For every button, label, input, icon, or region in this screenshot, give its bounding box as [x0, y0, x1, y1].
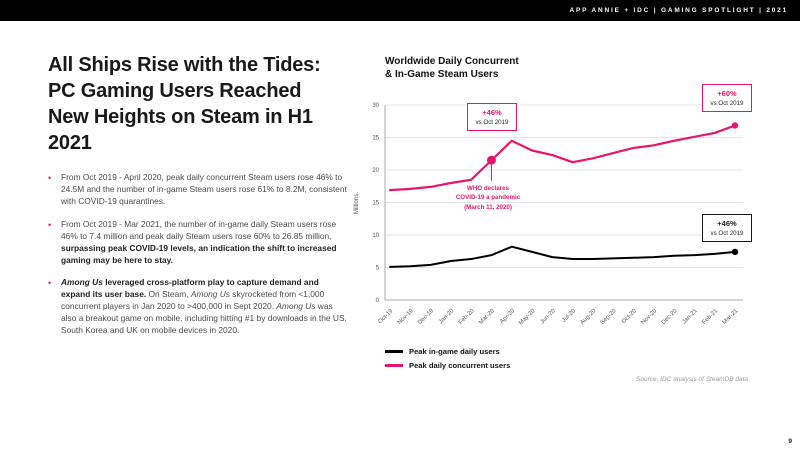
callout-ingame-growth: +46% vs Oct 2019: [702, 214, 752, 242]
legend-swatch-concurrent: [385, 364, 403, 367]
y-tick-label: 5: [376, 266, 380, 272]
y-tick-label: 15: [372, 201, 379, 207]
y-tick-label: 20: [372, 168, 379, 174]
page-number: 9: [788, 438, 792, 445]
bullet-text-segment: skyrocketed from <1,000 concurrent playe…: [61, 289, 325, 312]
source-note: Source: IDC analysis of SteamDB data: [636, 376, 748, 383]
legend-label-ingame: Peak in-game daily users: [409, 347, 500, 356]
series-end-dot-1: [731, 122, 739, 129]
bullet-text-segment: Among Us: [190, 289, 230, 300]
legend-item-concurrent: Peak daily concurrent users: [385, 361, 510, 370]
left-column: All Ships Rise with the Tides: PC Gaming…: [48, 52, 353, 348]
chart-title: Worldwide Daily Concurrent & In-Game Ste…: [385, 55, 519, 81]
chart-title-line2: & In-Game Steam Users: [385, 69, 499, 81]
y-tick-label: 0: [376, 298, 380, 304]
callout-value: +60%: [717, 89, 737, 98]
legend-label-concurrent: Peak daily concurrent users: [409, 361, 511, 370]
bullet-text-segment: On Steam,: [146, 289, 191, 300]
x-tick-label: Nov-19: [397, 308, 415, 326]
y-tick-label: 25: [372, 136, 379, 142]
top-bar-text: APP ANNIE + IDC | GAMING SPOTLIGHT | 202…: [569, 7, 788, 14]
x-tick-label: Jan-21: [682, 308, 700, 326]
bullet-text-segment: was also a breakout game on mobile, incl…: [61, 301, 347, 336]
bullet-text-segment: From Oct 2019 - Mar 2021, the number of …: [61, 218, 337, 241]
who-annotation-line2: COVID-19 a pandemic: [455, 194, 521, 202]
pandemic-marker-dot: [486, 155, 496, 165]
y-tick-label: 30: [372, 103, 379, 109]
top-bar: APP ANNIE + IDC | GAMING SPOTLIGHT | 202…: [0, 0, 800, 21]
x-tick-label: Mar-21: [722, 308, 740, 326]
bullet-marker: •: [48, 219, 52, 230]
who-annotation-line1: WHO declares: [467, 185, 509, 192]
series-line-0: [389, 245, 736, 268]
x-tick-label: Sep-20: [600, 308, 618, 326]
x-tick-label: Nov-20: [640, 308, 658, 326]
chart-legend: Peak in-game daily users Peak daily conc…: [385, 347, 510, 375]
bullet-text-segment: Among Us: [276, 301, 316, 312]
bullet-text-segment: leveraged cross-platform play to capture…: [61, 277, 319, 300]
bullet-item: • From Oct 2019 - Mar 2021, the number of…: [48, 219, 350, 267]
bullet-text-segment: surpassing peak COVID-19 levels, an indi…: [61, 242, 337, 265]
series-line-1: [388, 124, 737, 192]
x-tick-label: May-20: [518, 308, 537, 327]
callout-subtext: vs Oct 2019: [710, 229, 744, 237]
bullet-text-segment: From Oct 2019 - April 2020, peak daily c…: [61, 172, 347, 206]
callout-subtext: vs Oct 2019: [710, 99, 744, 107]
callout-concurrent-growth: +46% vs Oct 2019: [467, 103, 517, 131]
x-tick-label: Jan-20: [438, 308, 456, 326]
x-tick-label: Oct-20: [621, 308, 638, 325]
callout-value: +46%: [717, 219, 737, 228]
series-end-dot-0: [731, 248, 739, 256]
y-axis-title: Millions.: [353, 192, 360, 215]
x-tick-label: Jun-20: [540, 308, 558, 326]
x-tick-label: Dec-20: [661, 308, 679, 326]
chart-title-line1: Worldwide Daily Concurrent: [385, 56, 519, 67]
x-tick-label: Aug-20: [579, 308, 597, 326]
bullet-item: • From Oct 2019 - April 2020, peak daily …: [48, 172, 350, 208]
bullet-text-segment: Among Us: [61, 277, 103, 288]
x-tick-label: Oct-19: [377, 308, 394, 325]
page-title: All Ships Rise with the Tides: PC Gaming…: [48, 54, 321, 154]
bullet-marker: •: [48, 278, 52, 289]
x-tick-label: Feb-20: [458, 308, 476, 326]
who-pandemic-annotation: WHO declares COVID-19 a pandemic (March …: [428, 184, 548, 212]
who-annotation-line3: (March 11, 2020): [464, 203, 512, 211]
x-tick-label: Dec-19: [417, 308, 435, 326]
x-tick-label: Feb-21: [701, 308, 719, 326]
x-tick-label: Mar-20: [478, 308, 496, 326]
x-tick-label: Apr-20: [499, 308, 516, 325]
x-tick-label: Jul-20: [561, 308, 577, 324]
bullet-marker: •: [48, 173, 52, 183]
bullet-item: • Among Us leveraged cross-platform play …: [48, 277, 350, 337]
bullet-list: • From Oct 2019 - April 2020, peak daily …: [48, 172, 350, 337]
legend-swatch-ingame: [385, 350, 403, 353]
callout-value: +46%: [482, 108, 502, 117]
y-tick-label: 10: [372, 233, 379, 239]
legend-item-ingame: Peak in-game daily users: [385, 347, 510, 356]
callout-concurrent-total-growth: +60% vs Oct 2019: [702, 84, 752, 112]
callout-subtext: vs Oct 2019: [475, 118, 509, 126]
